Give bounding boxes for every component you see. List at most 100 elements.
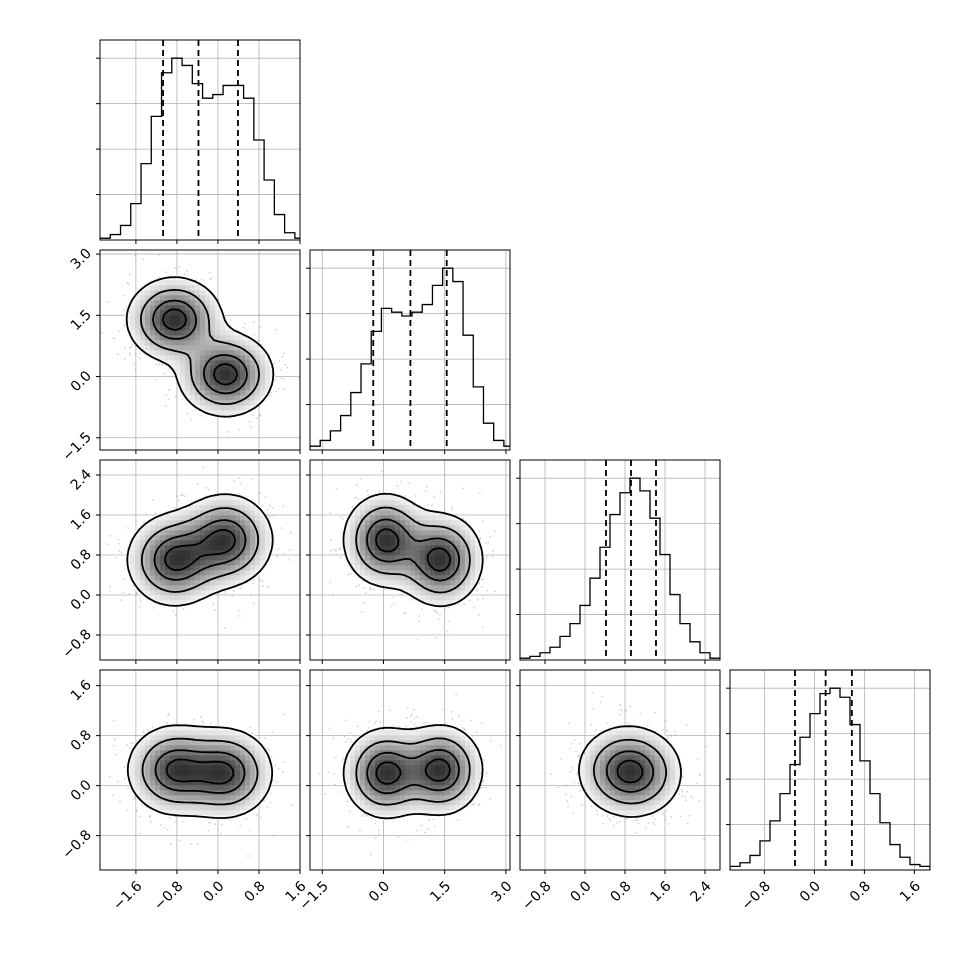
density-cell: [375, 560, 381, 566]
density-cell: [345, 530, 351, 536]
density-cell: [205, 290, 211, 296]
scatter-point: [372, 588, 375, 591]
density-cell: [135, 330, 141, 336]
density-cell: [360, 505, 366, 511]
scatter-point: [167, 712, 170, 715]
density-cell: [215, 335, 221, 341]
density-cell: [190, 565, 196, 571]
scatter-point: [269, 504, 271, 507]
density-cell: [245, 355, 251, 361]
scatter-point: [163, 827, 166, 829]
density-cell: [405, 560, 411, 566]
density-cell: [140, 300, 146, 306]
density-cell: [230, 330, 236, 336]
density-cell: [350, 555, 356, 561]
scatter-point: [186, 412, 189, 415]
scatter-point: [362, 601, 365, 604]
density-cell: [170, 600, 176, 606]
density-cell: [425, 585, 431, 591]
scatter-point: [347, 573, 350, 576]
density-cell: [215, 410, 221, 416]
density-cell: [200, 360, 206, 366]
density-cell: [165, 345, 171, 351]
density-cell: [430, 520, 436, 526]
density-cell: [375, 580, 381, 586]
scatter-point: [117, 780, 119, 783]
density-cell: [185, 595, 191, 601]
density-cell: [240, 570, 246, 576]
density-cell: [190, 545, 196, 551]
scatter-point: [366, 490, 369, 492]
density-cell: [260, 395, 266, 401]
density-cell: [245, 550, 251, 556]
density-cell: [240, 405, 246, 411]
density-cell: [375, 535, 381, 541]
density-cell: [205, 380, 211, 386]
density-cell: [145, 545, 151, 551]
density-cell: [150, 330, 156, 336]
density-cell: [410, 540, 416, 546]
density-cell: [165, 535, 171, 541]
density-cell: [165, 315, 171, 321]
density-cell: [450, 515, 456, 521]
scatter-point: [264, 496, 267, 499]
density-cell: [250, 400, 256, 406]
density-cell: [370, 580, 376, 586]
density-cell: [155, 340, 161, 346]
density-cell: [130, 560, 136, 566]
density-cell: [180, 515, 186, 521]
density-cell: [470, 560, 476, 566]
density-cell: [150, 290, 156, 296]
scatter-point: [114, 753, 117, 756]
density-cell: [400, 545, 406, 551]
density-cell: [155, 555, 161, 561]
density-cell: [220, 380, 226, 386]
density-cell: [395, 510, 401, 516]
density-cell: [190, 390, 196, 396]
density-cell: [350, 515, 356, 521]
scatter-point: [260, 816, 262, 819]
density-cell: [200, 505, 206, 511]
scatter-point: [126, 282, 129, 284]
density-cell: [235, 565, 241, 571]
density-cell: [255, 375, 261, 381]
density-cell: [400, 505, 406, 511]
density-cell: [370, 555, 376, 561]
density-cell: [415, 550, 421, 556]
density-cell: [160, 595, 166, 601]
density-cell: [235, 395, 241, 401]
scatter-point: [120, 599, 122, 601]
scatter-point: [416, 638, 419, 640]
scatter-point: [286, 366, 288, 369]
density-cell: [440, 575, 446, 581]
density-cell: [475, 545, 481, 551]
density-cell: [425, 600, 431, 606]
density-cell: [240, 390, 246, 396]
density-cell: [415, 545, 421, 551]
density-cell: [455, 570, 461, 576]
density-cell: [225, 560, 231, 566]
density-cell: [190, 305, 196, 311]
scatter-point: [111, 794, 114, 796]
density-cell: [210, 330, 216, 336]
density-cell: [390, 520, 396, 526]
density-cell: [205, 580, 211, 586]
density-cell: [215, 570, 221, 576]
scatter-point: [339, 547, 342, 550]
scatter-point: [425, 486, 428, 488]
scatter-point: [212, 602, 215, 605]
density-cell: [390, 570, 396, 576]
density-cell: [430, 545, 436, 551]
density-cell: [390, 545, 396, 551]
contour-level-0: [125, 276, 275, 418]
density-cell: [185, 515, 191, 521]
density-cell: [440, 550, 446, 556]
density-cell: [175, 315, 181, 321]
scatter-point: [491, 550, 494, 552]
density-cell: [195, 550, 201, 556]
density-cell: [175, 580, 181, 586]
density-cell: [235, 345, 241, 351]
density-cell: [140, 540, 146, 546]
density-cell: [240, 370, 246, 376]
density-cell: [130, 575, 136, 581]
